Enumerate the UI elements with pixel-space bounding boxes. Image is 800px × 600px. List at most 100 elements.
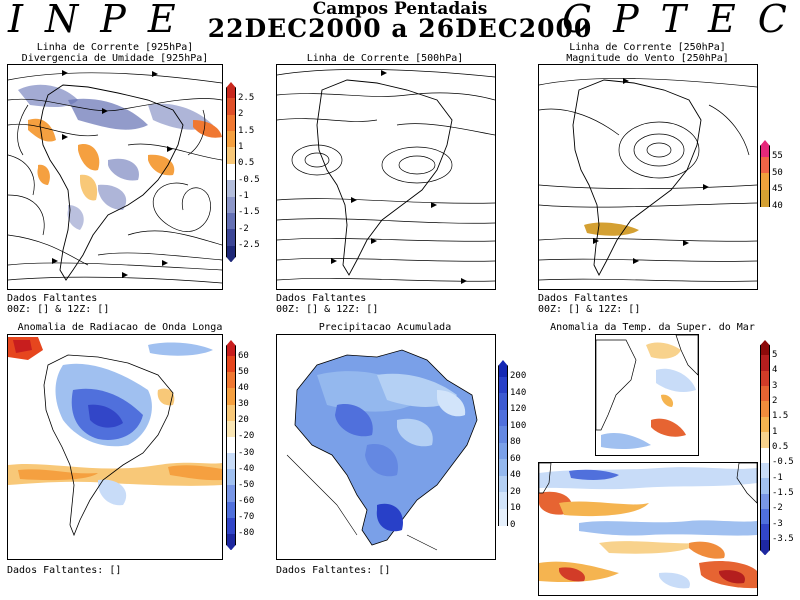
divergence-colorbar-segment [226, 229, 236, 247]
panel-streamline-500 [276, 64, 496, 290]
divergence-colorbar [226, 82, 236, 263]
sst-colorbar-segment [760, 432, 770, 448]
wind-colorbar-label: 40 [772, 200, 783, 211]
panel1-label-1: Linha de Corrente [925hPa] [36, 42, 194, 53]
sst-colorbar-label: -1.5 [772, 488, 794, 499]
olr-colorbar-segment [226, 453, 236, 470]
panel1-footer-1: Dados Faltantes [7, 293, 98, 304]
panel-sst-atlantic [595, 334, 699, 456]
sst-colorbar-label: -0.5 [772, 457, 794, 468]
olr-colorbar-segment [226, 517, 236, 535]
panel-streamline-250 [538, 64, 758, 290]
olr-colorbar-segment [226, 420, 236, 438]
divergence-colorbar-label: 0.5 [238, 158, 255, 169]
precip-colorbar-segment [498, 442, 508, 460]
olr-colorbar-label: 20 [238, 415, 249, 426]
panel3-footer-1: Dados Faltantes [538, 293, 629, 304]
divergence-colorbar-segment [226, 131, 236, 148]
sst-colorbar-label: -3.5 [772, 534, 794, 545]
olr-colorbar-label: -30 [238, 447, 255, 458]
olr-colorbar-label: -60 [238, 496, 255, 507]
olr-colorbar-segment [226, 485, 236, 503]
stream-arrows-250 [593, 78, 709, 264]
precip-colorbar-label: 200 [510, 371, 527, 381]
south-america-coastline [39, 84, 184, 281]
precip-colorbar-label: 100 [510, 420, 527, 431]
panel-streamline-925 [7, 64, 223, 290]
sst-colorbar-label: 4 [772, 365, 778, 376]
olr-colorbar-segment [226, 404, 236, 422]
wind-colorbar-label: 45 [772, 184, 783, 194]
panel3-footer-2: 00Z: [] & 12Z: [] [538, 304, 641, 315]
divergence-colorbar-segment [226, 82, 236, 99]
precip-colorbar-segment [498, 393, 508, 410]
precip-colorbar-label: 40 [510, 470, 521, 480]
streamlines-500 [277, 69, 495, 282]
divergence-colorbar-labels: 2.5 2 1.5 1 0.5 -0.5 -1 -1.5 -2 -2.5 [238, 82, 268, 262]
sst-colorbar [760, 340, 770, 556]
divergence-shading [18, 84, 222, 230]
panel-sst-pacific [538, 462, 758, 596]
precipitation-colorbar [498, 360, 508, 526]
precip-colorbar-label: 120 [510, 404, 527, 414]
olr-colorbar-segment [226, 501, 236, 519]
sst-colorbar-segment [760, 478, 770, 495]
olr-colorbar-label: -80 [238, 528, 255, 539]
olr-colorbar-label: -50 [238, 479, 255, 490]
olr-colorbar-segment [226, 388, 236, 406]
olr-colorbar-label: -40 [238, 463, 255, 474]
map-streamline-500 [277, 69, 495, 284]
divergence-colorbar-segment [226, 98, 236, 116]
divergence-colorbar-segment [226, 212, 236, 230]
wind-colorbar-segment [760, 173, 770, 190]
panel5-footer: Dados Faltantes: [] [276, 565, 391, 576]
stream-arrows [52, 70, 173, 278]
precip-colorbar-segment [498, 426, 508, 443]
streamlines [8, 72, 222, 284]
south-america-coastline-2 [316, 79, 453, 276]
sst-colorbar-segment [760, 340, 770, 356]
inpe-logo-text: INPE [8, 0, 198, 41]
map-streamline-925 [8, 70, 222, 284]
sst-colorbar-label: 3 [772, 380, 778, 391]
panel6-label: Anomalia da Temp. da Super. do Mar [550, 322, 755, 333]
panel1-footer-2: 00Z: [] & 12Z: [] [7, 304, 110, 315]
olr-colorbar-label: 40 [238, 382, 249, 393]
olr-colorbar-segment [226, 372, 236, 389]
divergence-colorbar-segment [226, 196, 236, 214]
map-olr-anomaly [8, 337, 222, 537]
south-america-coastline-3 [572, 79, 702, 276]
streamlines-250 [539, 78, 757, 282]
panel-olr-anomaly [7, 334, 223, 560]
wind-colorbar-segment [760, 189, 770, 207]
sst-colorbar-segment [760, 355, 770, 372]
precip-colorbar-label: 0 [510, 519, 516, 530]
olr-colorbar-segment [226, 469, 236, 486]
wind-colorbar-label: 50 [772, 167, 783, 178]
divergence-colorbar-segment [226, 114, 236, 132]
precip-colorbar-label: 80 [510, 437, 521, 447]
sst-colorbar-segment [760, 416, 770, 433]
wind-colorbar [760, 140, 770, 207]
precip-colorbar-segment [498, 360, 508, 377]
sst-colorbar-label: 5 [772, 349, 778, 360]
divergence-colorbar-label: -1.5 [238, 207, 260, 218]
map-sst-pacific [539, 463, 757, 589]
map-streamline-250 [539, 78, 757, 282]
sst-colorbar-segment [760, 493, 770, 510]
panel2-label-1: Linha de Corrente [500hPa] [306, 53, 464, 64]
stream-arrows-500 [331, 70, 467, 284]
precipitation-colorbar-labels: 200 140 120 100 80 60 40 20 10 0 [510, 360, 538, 530]
panel1-label-2: Divergencia de Umidade [925hPa] [21, 53, 209, 64]
panel-precipitation [276, 334, 496, 560]
wind-colorbar-label: 55 [772, 151, 783, 161]
panel2-footer-2: 00Z: [] & 12Z: [] [276, 304, 379, 315]
sst-colorbar-label: -2 [772, 503, 783, 514]
wind-colorbar-segment [760, 156, 770, 174]
sst-colorbar-segment [760, 401, 770, 418]
map-precipitation [286, 349, 478, 551]
sst-colorbar-label: 1.5 [772, 411, 789, 422]
precip-colorbar-segment [498, 508, 508, 526]
sst-colorbar-label: 0.5 [772, 442, 789, 452]
divergence-colorbar-label: 1.5 [238, 125, 255, 136]
